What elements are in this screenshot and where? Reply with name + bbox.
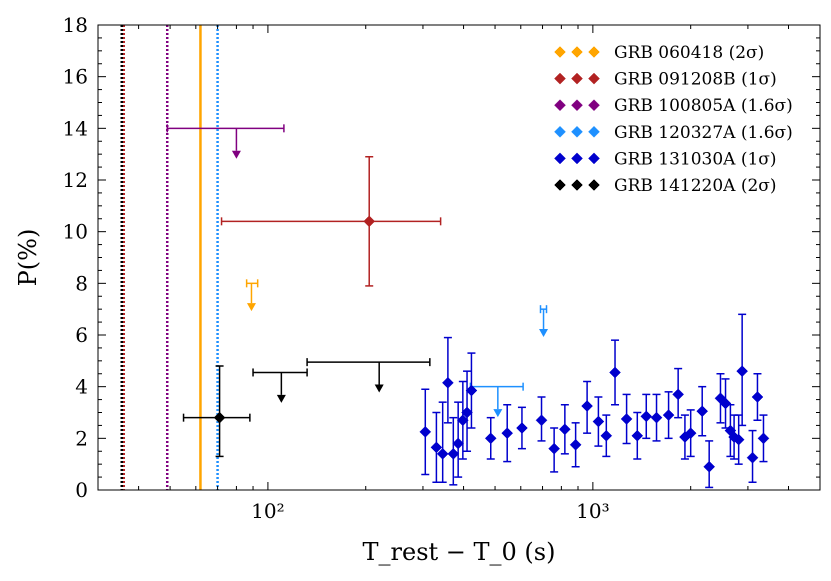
series-3-upper-limit-0-arrow — [493, 409, 503, 418]
legend-marker-1-1 — [571, 72, 583, 85]
series-4-point-5-marker — [452, 437, 465, 450]
series-4-point-37-marker — [751, 391, 764, 403]
legend-marker-1-2 — [588, 72, 600, 85]
series-5-upper-limit-0-arrow — [276, 394, 286, 403]
legend-marker-3-2 — [588, 125, 600, 138]
series-4-point-29-marker — [703, 460, 716, 473]
series-4-point-27-marker — [684, 427, 697, 440]
legend-marker-4-2 — [588, 152, 600, 165]
series-4-point-15-marker — [569, 438, 582, 451]
series-4-point-35-marker — [736, 365, 749, 378]
legend-marker-4-0 — [554, 152, 566, 165]
series-4-point-13-marker — [548, 442, 560, 455]
series-4-point-20-marker — [620, 413, 633, 425]
legend-marker-0-1 — [571, 46, 583, 58]
series-4-point-19-marker — [609, 366, 621, 379]
y-tick-label-3: 6 — [75, 323, 88, 347]
legend-marker-3-1 — [571, 125, 583, 138]
legend-marker-5-2 — [588, 179, 600, 191]
series-4-point-22-marker — [640, 410, 653, 423]
x-axis-label: T_rest − T_0 (s) — [363, 538, 556, 566]
plot-area — [120, 25, 770, 490]
y-tick-label-7: 14 — [63, 116, 88, 140]
legend-marker-2-0 — [554, 99, 566, 112]
legend-marker-2-2 — [588, 99, 600, 112]
series-4-point-36-marker — [746, 451, 759, 464]
legend-label-0: GRB 060418 (2σ) — [614, 43, 764, 63]
y-axis-label: P(%) — [14, 229, 42, 287]
series-4-point-38-marker — [757, 432, 770, 445]
y-tick-label-9: 18 — [63, 13, 88, 37]
series-4-point-11-marker — [516, 422, 528, 434]
series-0-upper-limit-0-arrow — [246, 303, 256, 312]
series-4-point-0-marker — [419, 426, 432, 438]
y-tick-label-6: 12 — [63, 168, 88, 192]
legend-marker-0-2 — [588, 46, 600, 58]
series-4-point-10-marker — [501, 427, 514, 440]
legend: GRB 060418 (2σ) GRB 091208B (1σ) GRB 10080… — [554, 43, 793, 196]
series-4-point-1-marker — [430, 441, 443, 454]
legend-marker-4-1 — [571, 152, 583, 165]
y-tick-label-1: 2 — [75, 426, 88, 450]
series-4-point-21-marker — [631, 429, 644, 442]
legend-marker-3-0 — [554, 125, 566, 138]
legend-marker-2-1 — [571, 99, 583, 112]
legend-label-3: GRB 120327A (1.6σ) — [614, 123, 793, 143]
series-2-upper-limit-0-arrow — [231, 150, 241, 159]
legend-label-2: GRB 100805A (1.6σ) — [614, 96, 793, 116]
axes: 0 2 4 6 8 10 12 14 16 18 10² 10³ — [63, 13, 821, 523]
series-5-point-0-marker — [213, 411, 226, 424]
series-4-point-24-marker — [662, 409, 675, 421]
series-4-point-3-marker — [442, 376, 454, 389]
series-4-point-12-marker — [535, 414, 548, 427]
series-4-point-34-marker — [732, 433, 745, 446]
series-1-point-0-marker — [363, 215, 376, 228]
legend-marker-5-1 — [571, 179, 583, 191]
legend-label-5: GRB 141220A (2σ) — [614, 176, 777, 196]
series-4-point-25-marker — [672, 388, 685, 401]
x-tick-label-1: 10³ — [576, 499, 609, 523]
series-4-point-14-marker — [559, 423, 571, 436]
series-4-point-4-marker — [447, 447, 460, 460]
y-tick-label-4: 8 — [75, 271, 88, 295]
series-4-point-23-marker — [650, 411, 663, 424]
series-4-point-31-marker — [719, 397, 732, 410]
y-tick-label-0: 0 — [75, 478, 88, 502]
series-4-point-17-marker — [592, 415, 605, 428]
x-tick-label-0: 10² — [251, 499, 284, 523]
legend-marker-1-0 — [554, 72, 566, 85]
y-tick-label-8: 16 — [63, 65, 88, 89]
y-tick-label-2: 4 — [75, 375, 88, 399]
series-4-point-8-marker — [465, 384, 478, 397]
legend-marker-5-0 — [554, 179, 566, 191]
series-4-point-28-marker — [696, 405, 709, 418]
legend-label-4: GRB 131030A (1σ) — [614, 149, 777, 169]
series-4-point-2-marker — [436, 447, 449, 460]
series-3-upper-limit-1-arrow — [539, 329, 549, 337]
legend-marker-0-0 — [554, 46, 566, 58]
y-tick-label-5: 10 — [63, 220, 88, 244]
axis-labels: T_rest − T_0 (s) P(%) — [14, 229, 555, 566]
series-4-point-18-marker — [600, 429, 613, 442]
legend-label-1: GRB 091208B (1σ) — [614, 70, 777, 90]
series-4-point-9-marker — [484, 432, 497, 445]
series-4-point-16-marker — [581, 400, 593, 412]
series-5-upper-limit-1-arrow — [374, 384, 384, 393]
